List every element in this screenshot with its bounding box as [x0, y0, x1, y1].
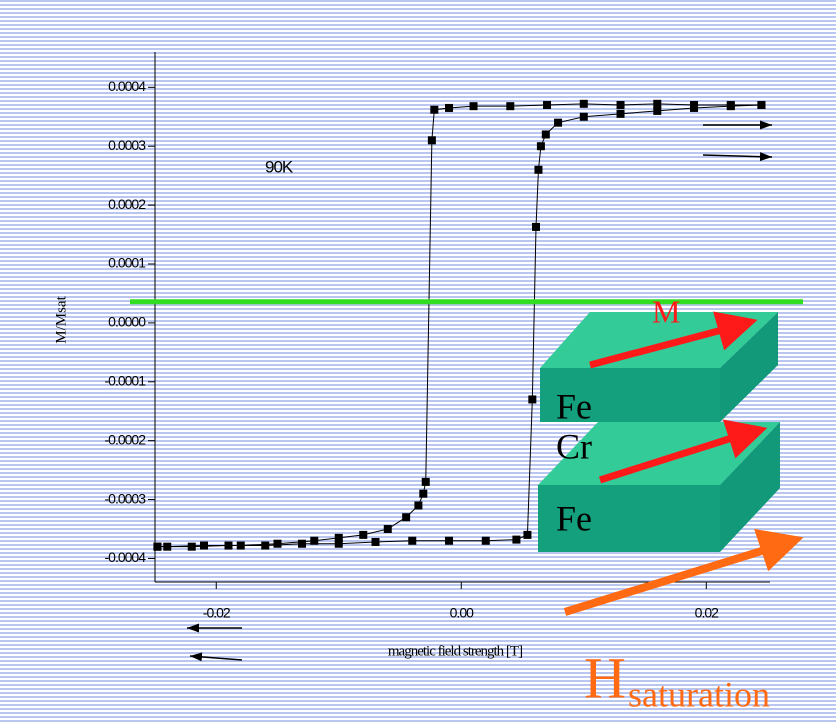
data-point [200, 541, 208, 549]
y-tick-label: 0.0000 [108, 314, 146, 330]
data-point [580, 113, 588, 121]
data-point [523, 531, 531, 539]
data-point [445, 537, 453, 545]
data-point [335, 540, 343, 548]
layer-label: Fe [556, 498, 592, 538]
data-point [470, 102, 478, 110]
layer-label: Cr [556, 426, 592, 466]
data-point [512, 536, 520, 544]
data-point [430, 106, 438, 114]
y-tick-label: 0.0004 [108, 78, 146, 94]
data-point [554, 119, 562, 127]
x-axis-label: magnetic field strength [T] [388, 643, 522, 659]
x-tick-label: 0.00 [450, 605, 474, 621]
data-point [653, 107, 661, 115]
x-tick-label: -0.02 [203, 605, 231, 621]
layer-diagram: Fe Cr Fe M H saturation [538, 293, 795, 714]
data-point [534, 166, 542, 174]
data-point [414, 501, 422, 509]
data-point [537, 142, 545, 150]
y-tick-label: 0.0001 [108, 255, 146, 271]
data-point [580, 100, 588, 108]
data-point [261, 541, 269, 549]
x-tick-label: 0.02 [695, 605, 719, 621]
y-tick-label: -0.0004 [105, 549, 147, 565]
y-tick-label: -0.0003 [105, 490, 147, 506]
data-point [543, 101, 551, 109]
data-point [445, 104, 453, 112]
data-point [428, 136, 436, 144]
magnetization-label: M [652, 293, 680, 329]
data-point [653, 100, 661, 108]
y-tick-label: 0.0002 [108, 196, 146, 212]
field-label: H [584, 645, 626, 710]
data-point [422, 478, 430, 486]
data-point [153, 543, 161, 551]
page: 0.0004 0.0003 0.0002 0.0001 0.0000 -0.0001 -0.… [0, 0, 836, 723]
data-point [757, 101, 765, 109]
data-point [617, 101, 625, 109]
data-point [298, 540, 306, 548]
data-point [419, 490, 427, 498]
data-point [274, 540, 282, 548]
data-point [225, 541, 233, 549]
y-tick-label: 0.0003 [108, 137, 146, 153]
data-point [188, 543, 196, 551]
data-point [408, 537, 416, 545]
data-point [372, 538, 380, 546]
field-subscript: saturation [628, 674, 770, 714]
data-point [528, 395, 536, 403]
data-point [402, 513, 410, 521]
data-point [542, 130, 550, 138]
data-point [617, 110, 625, 118]
data-point [727, 102, 735, 110]
chart: 0.0004 0.0003 0.0002 0.0001 0.0000 -0.0001 -0.… [0, 0, 836, 723]
data-point [690, 104, 698, 112]
data-point [532, 223, 540, 231]
annotation: 90K [265, 157, 294, 176]
data-point [482, 537, 490, 545]
data-point [506, 102, 514, 110]
data-point [384, 525, 392, 533]
y-tick-label: -0.0001 [105, 372, 147, 388]
data-point [359, 531, 367, 539]
y-tick-label: -0.0002 [105, 431, 147, 447]
layer-label: Fe [556, 386, 592, 426]
y-axis-label: M/Msat [53, 295, 69, 343]
